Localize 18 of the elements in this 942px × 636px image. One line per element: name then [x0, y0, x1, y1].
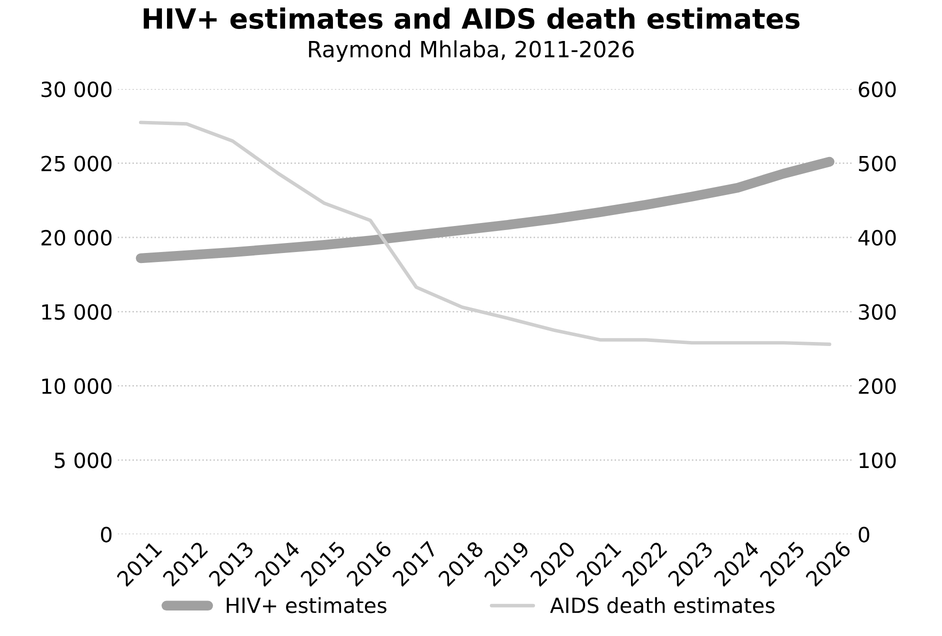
- y-tick-label: 5 000: [54, 452, 112, 468]
- legend-label: HIV+ estimates: [226, 597, 386, 614]
- y-tick-label: 15 000: [42, 304, 112, 320]
- legend-label: AIDS death estimates: [550, 597, 775, 614]
- y2-tick-label: 500: [858, 156, 896, 172]
- y-tick-label: 30 000: [42, 81, 112, 98]
- y2-tick-label: 200: [858, 378, 896, 394]
- y-tick-label: 25 000: [42, 156, 112, 172]
- y2-tick-label: 400: [858, 230, 896, 246]
- y-tick-label: 0: [101, 526, 112, 542]
- y2-tick-label: 0: [858, 526, 870, 542]
- y2-tick-label: 300: [858, 304, 896, 320]
- chart-subtitle: Raymond Mhlaba, 2011-2026: [309, 40, 634, 62]
- y2-tick-label: 100: [860, 452, 896, 468]
- y2-tick-label: 600: [858, 81, 896, 98]
- y-tick-label: 20 000: [42, 230, 112, 246]
- chart-title: HIV+ estimates and AIDS death estimates: [144, 8, 800, 30]
- y-tick-label: 10 000: [42, 378, 112, 394]
